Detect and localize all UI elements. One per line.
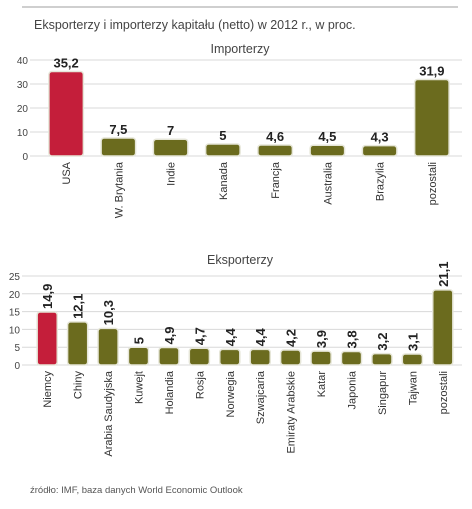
category-label: Katar: [316, 371, 328, 398]
y-tick-label: 0: [22, 152, 28, 163]
category-label: Norwegia: [225, 370, 237, 417]
data-label: 4,6: [266, 129, 284, 144]
bar: [127, 346, 150, 366]
bar: [431, 289, 454, 366]
bar: [249, 348, 272, 366]
figure-title: Eksporterzy i importerzy kapitału (netto…: [34, 18, 356, 32]
bar: [97, 327, 119, 366]
data-label: 4,2: [284, 329, 299, 347]
category-label: Australia: [322, 161, 334, 205]
data-label: 3,9: [314, 330, 329, 348]
y-tick-label: 25: [9, 272, 21, 283]
bar: [100, 137, 137, 157]
data-label: 5: [132, 337, 147, 344]
bar: [48, 70, 85, 157]
data-label: 4,3: [371, 130, 389, 145]
category-label: pozostali: [438, 371, 450, 414]
bar: [152, 138, 189, 157]
category-label: Chiny: [73, 371, 85, 400]
category-label: Brazylia: [375, 161, 387, 201]
data-label: 3,1: [405, 333, 420, 351]
bar: [218, 348, 241, 366]
data-label: 4,4: [253, 327, 268, 346]
y-tick-label: 20: [9, 290, 21, 301]
data-label: 4,7: [192, 327, 207, 345]
data-label: 10,3: [101, 300, 116, 325]
y-tick-label: 20: [17, 104, 29, 115]
top-rule: [22, 6, 458, 8]
source-note: źródło: IMF, baza danych World Economic …: [30, 485, 243, 496]
category-label: Holandia: [164, 370, 176, 414]
y-tick-label: 30: [17, 80, 29, 91]
data-label: 31,9: [419, 63, 444, 78]
category-label: Arabia Saudyjska: [103, 370, 115, 456]
y-tick-label: 0: [14, 361, 20, 372]
bar: [401, 353, 424, 366]
bar: [204, 143, 241, 157]
y-tick-label: 5: [14, 343, 20, 354]
bar: [36, 311, 59, 366]
bar: [310, 350, 332, 366]
data-label: 3,8: [345, 330, 360, 348]
category-label: Rosja: [194, 370, 206, 399]
bar: [309, 144, 346, 157]
data-label: 21,1: [436, 262, 451, 287]
bar: [340, 350, 363, 366]
data-label: 12,1: [71, 294, 86, 319]
category-label: Niemcy: [42, 371, 54, 408]
data-label: 14,9: [40, 284, 55, 309]
bar: [371, 352, 393, 366]
exporters-chart-title: Eksporterzy: [207, 253, 273, 267]
bar: [158, 346, 180, 366]
importers-chart: 0 10 20 30 40 35,2 USA 7,5 W. Brytania 7 Indie 5 Kan…: [17, 56, 462, 218]
bar: [361, 144, 398, 157]
category-label: Tajwan: [407, 371, 419, 405]
category-label: USA: [61, 161, 73, 184]
data-label: 4,9: [162, 326, 177, 344]
category-label: Kanada: [218, 161, 230, 200]
bar: [257, 144, 294, 157]
data-label: 7,5: [109, 122, 127, 137]
y-tick-label: 10: [9, 325, 21, 336]
category-label: Emiraty Arabskie: [286, 371, 298, 454]
bar: [279, 349, 302, 366]
data-label: 35,2: [53, 56, 78, 71]
data-label: 5: [219, 128, 226, 143]
category-label: Singapur: [377, 371, 389, 415]
category-label: Szwajcaria: [255, 370, 267, 424]
y-tick-label: 10: [17, 128, 29, 139]
y-tick-label: 15: [9, 308, 21, 319]
category-label: Kuwejt: [134, 371, 146, 404]
category-label: Japonia: [347, 370, 359, 409]
data-label: 3,2: [375, 333, 390, 351]
bar: [188, 347, 211, 366]
bar: [413, 78, 450, 157]
category-label: Francja: [270, 161, 282, 199]
exporters-chart: 0 5 10 15 20 25 14,9 Niemcy 12,1 Chiny 10,3 Arabia …: [9, 262, 462, 457]
category-label: pozostali: [427, 162, 439, 205]
importers-chart-title: Importerzy: [210, 42, 270, 56]
data-label: 7: [167, 123, 174, 138]
category-label: W. Brytania: [113, 161, 125, 218]
category-label: Indie: [166, 162, 178, 186]
bar: [66, 321, 89, 366]
y-tick-label: 40: [17, 56, 29, 67]
data-label: 4,5: [318, 129, 336, 144]
data-label: 4,4: [223, 327, 238, 346]
